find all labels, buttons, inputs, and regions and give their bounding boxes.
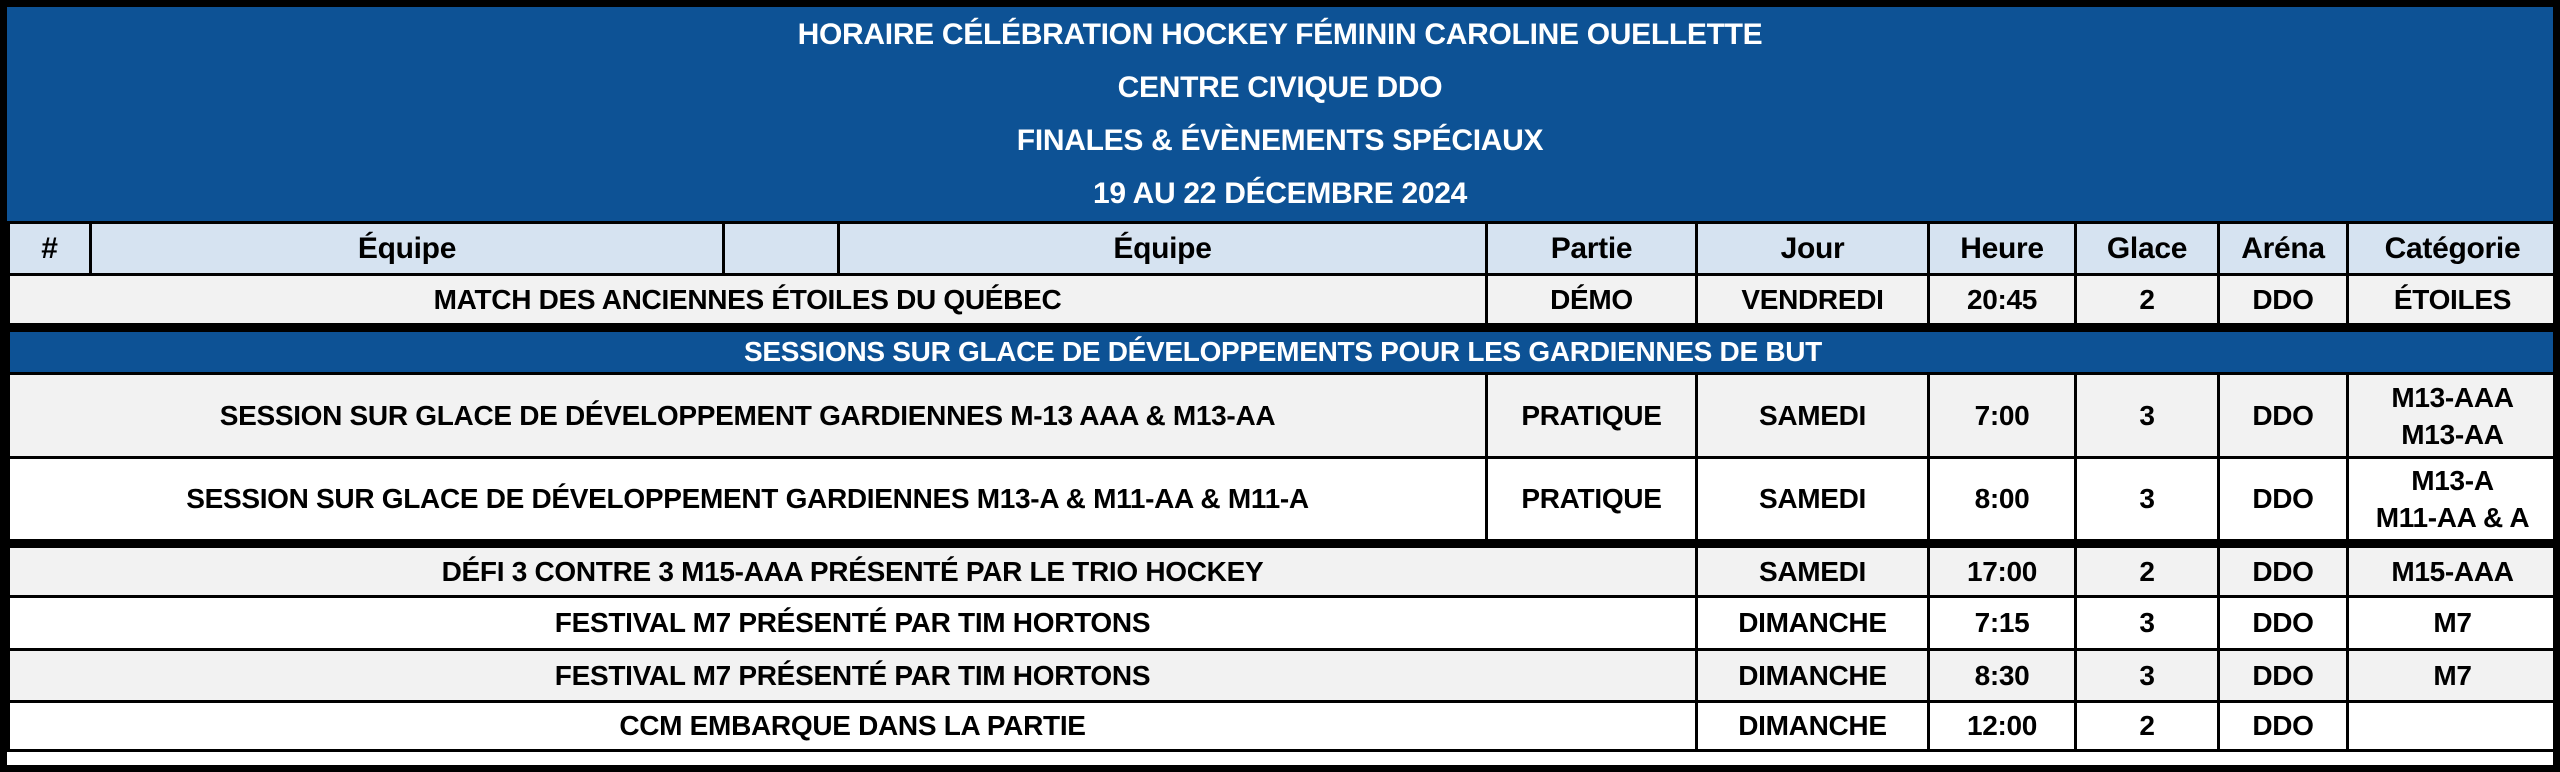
heure-cell: 20:45 <box>1927 273 2077 332</box>
categorie-cell: M13-AAA M13-AA <box>2346 372 2553 459</box>
section-header-label: SESSIONS SUR GLACE DE DÉVELOPPEMENTS POU… <box>7 326 2553 375</box>
partie-cell: PRATIQUE <box>1485 456 1698 548</box>
table-row-session-m13a: SESSION SUR GLACE DE DÉVELOPPEMENT GARDI… <box>7 456 2553 548</box>
title-block: HORAIRE CÉLÉBRATION HOCKEY FÉMININ CAROL… <box>7 7 2553 221</box>
arena-cell: DDO <box>2217 700 2349 752</box>
categorie-line-2: M11-AA & A <box>2375 502 2530 533</box>
glace-cell: 2 <box>2074 542 2220 598</box>
schedule-table: # Équipe Équipe Partie Jour Heure Glace … <box>7 221 2553 752</box>
arena-cell: DDO <box>2217 542 2349 598</box>
categorie-cell: M15-AAA <box>2346 542 2553 598</box>
heure-cell: 8:30 <box>1927 648 2077 703</box>
table-row-festival-m7-1: FESTIVAL M7 PRÉSENTÉ PAR TIM HORTONS DIM… <box>7 595 2553 651</box>
column-header-spacer <box>722 221 840 276</box>
partie-cell: DÉMO <box>1485 273 1698 332</box>
section-header-row: SESSIONS SUR GLACE DE DÉVELOPPEMENTS POU… <box>7 326 2553 375</box>
column-header-equipe-2: Équipe <box>837 221 1488 276</box>
heure-cell: 7:15 <box>1927 595 2077 651</box>
arena-cell: DDO <box>2217 372 2349 459</box>
column-header-jour: Jour <box>1695 221 1930 276</box>
categorie-line-2: M13-AA <box>2401 418 2504 450</box>
column-header-glace: Glace <box>2074 221 2220 276</box>
categorie-cell: ÉTOILES <box>2346 273 2553 332</box>
heure-cell: 12:00 <box>1927 700 2077 752</box>
jour-cell: DIMANCHE <box>1695 648 1930 703</box>
glace-cell: 2 <box>2074 700 2220 752</box>
categorie-cell: M7 <box>2346 648 2553 703</box>
table-row-match-anciennes: MATCH DES ANCIENNES ÉTOILES DU QUÉBEC DÉ… <box>7 273 2553 332</box>
column-header-partie: Partie <box>1485 221 1698 276</box>
event-name-cell: FESTIVAL M7 PRÉSENTÉ PAR TIM HORTONS <box>7 595 1698 651</box>
categorie-line-1: M13-AAA <box>2391 381 2514 413</box>
glace-cell: 2 <box>2074 273 2220 332</box>
table-row-defi-3contre3: DÉFI 3 CONTRE 3 M15-AAA PRÉSENTÉ PAR LE … <box>7 542 2553 598</box>
column-header-categorie: Catégorie <box>2346 221 2553 276</box>
partie-cell: PRATIQUE <box>1485 372 1698 459</box>
glace-cell: 3 <box>2074 595 2220 651</box>
jour-cell: DIMANCHE <box>1695 700 1930 752</box>
glace-cell: 3 <box>2074 372 2220 459</box>
arena-cell: DDO <box>2217 456 2349 548</box>
title-line-4: 19 AU 22 DÉCEMBRE 2024 <box>1092 177 1468 210</box>
arena-cell: DDO <box>2217 273 2349 332</box>
event-name-cell: DÉFI 3 CONTRE 3 M15-AAA PRÉSENTÉ PAR LE … <box>7 542 1698 598</box>
jour-cell: SAMEDI <box>1695 456 1930 548</box>
title-line-2: CENTRE CIVIQUE DDO <box>1117 71 1443 104</box>
heure-cell: 7:00 <box>1927 372 2077 459</box>
event-name-cell: SESSION SUR GLACE DE DÉVELOPPEMENT GARDI… <box>7 456 1488 548</box>
arena-cell: DDO <box>2217 595 2349 651</box>
event-name-cell: MATCH DES ANCIENNES ÉTOILES DU QUÉBEC <box>7 273 1488 332</box>
event-name-cell: CCM EMBARQUE DANS LA PARTIE <box>7 700 1698 752</box>
categorie-cell: M7 <box>2346 595 2553 651</box>
heure-cell: 17:00 <box>1927 542 2077 598</box>
heure-cell: 8:00 <box>1927 456 2077 548</box>
column-header-arena: Aréna <box>2217 221 2349 276</box>
column-header-row: # Équipe Équipe Partie Jour Heure Glace … <box>7 221 2553 276</box>
categorie-line-1: M13-A <box>2411 465 2494 496</box>
glace-cell: 3 <box>2074 456 2220 548</box>
arena-cell: DDO <box>2217 648 2349 703</box>
glace-cell: 3 <box>2074 648 2220 703</box>
jour-cell: VENDREDI <box>1695 273 1930 332</box>
jour-cell: DIMANCHE <box>1695 595 1930 651</box>
column-header-equipe-1: Équipe <box>89 221 725 276</box>
jour-cell: SAMEDI <box>1695 372 1930 459</box>
event-name-cell: FESTIVAL M7 PRÉSENTÉ PAR TIM HORTONS <box>7 648 1698 703</box>
title-line-3: FINALES & ÉVÈNEMENTS SPÉCIAUX <box>1016 124 1544 157</box>
column-header-num: # <box>7 221 92 276</box>
categorie-cell <box>2346 700 2553 752</box>
table-row-festival-m7-2: FESTIVAL M7 PRÉSENTÉ PAR TIM HORTONS DIM… <box>7 648 2553 703</box>
jour-cell: SAMEDI <box>1695 542 1930 598</box>
title-line-1: HORAIRE CÉLÉBRATION HOCKEY FÉMININ CAROL… <box>797 18 1763 51</box>
table-row-ccm-embarque: CCM EMBARQUE DANS LA PARTIE DIMANCHE 12:… <box>7 700 2553 752</box>
table-row-session-m13aaa: SESSION SUR GLACE DE DÉVELOPPEMENT GARDI… <box>7 372 2553 459</box>
event-name-cell: SESSION SUR GLACE DE DÉVELOPPEMENT GARDI… <box>7 372 1488 459</box>
column-header-heure: Heure <box>1927 221 2077 276</box>
categorie-cell: M13-A M11-AA & A <box>2346 456 2553 548</box>
